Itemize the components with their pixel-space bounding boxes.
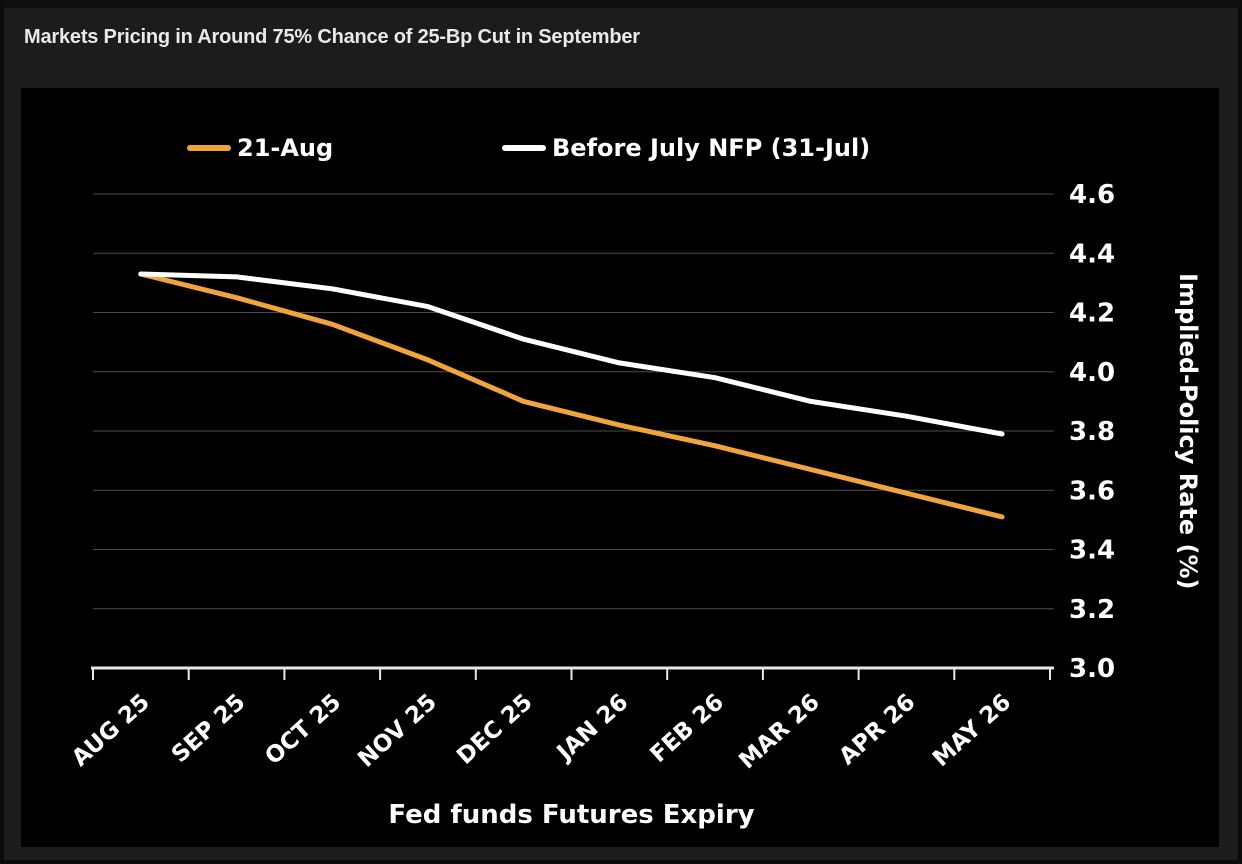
y-tick-label: 4.0 — [1069, 358, 1115, 388]
x-tick-label: APR 26 — [834, 689, 920, 770]
plot-svg: 4.6 4.4 4.2 4.0 3.8 3.6 3.4 3.2 3.0 AUG 25 SEP 25 O… — [67, 180, 1115, 774]
legend-line-swatch-white — [502, 145, 546, 151]
y-tick-label: 4.6 — [1069, 180, 1115, 210]
y-tick-label: 3.6 — [1069, 476, 1115, 506]
legend-item-before-july-nfp: Before July NFP (31-Jul) — [502, 132, 870, 164]
y-tick-label: 4.4 — [1069, 239, 1115, 269]
x-tick-label: SEP 25 — [167, 689, 251, 768]
x-tick-label: MAR 26 — [734, 689, 825, 774]
x-axis-title: Fed funds Futures Expiry — [388, 800, 755, 830]
y-tick-label: 4.2 — [1069, 299, 1115, 329]
chart-legend: 21-Aug Before July NFP (31-Jul) — [21, 132, 1219, 164]
y-axis-title: Implied-Policy Rate (%) — [1174, 272, 1202, 590]
y-tick-label: 3.8 — [1069, 417, 1115, 447]
chart-panel: 4.6 4.4 4.2 4.0 3.8 3.6 3.4 3.2 3.0 AUG 25 SEP 25 O… — [21, 88, 1219, 847]
page-title: Markets Pricing in Around 75% Chance of … — [24, 26, 640, 48]
legend-label-21-aug: 21-Aug — [237, 134, 334, 162]
x-tick-label: JAN 26 — [551, 689, 634, 767]
x-tick-label: DEC 25 — [452, 689, 538, 770]
y-tick-label: 3.4 — [1069, 536, 1115, 566]
legend-item-21-aug: 21-Aug — [187, 132, 333, 164]
x-tick-label: OCT 25 — [260, 689, 346, 770]
x-tick-label: FEB 26 — [646, 689, 730, 768]
x-tick-label: AUG 25 — [67, 689, 155, 772]
y-tick-label: 3.0 — [1069, 654, 1115, 684]
x-tick-label: MAY 26 — [928, 689, 1016, 772]
legend-label-before-july-nfp: Before July NFP (31-Jul) — [552, 134, 871, 162]
series-line-before-july-nfp-31-jul — [138, 271, 1005, 437]
y-tick-label: 3.2 — [1069, 595, 1115, 625]
series-line-21-aug — [138, 271, 1005, 520]
legend-line-swatch-orange — [187, 145, 231, 151]
x-tick-label: NOV 25 — [353, 689, 442, 773]
